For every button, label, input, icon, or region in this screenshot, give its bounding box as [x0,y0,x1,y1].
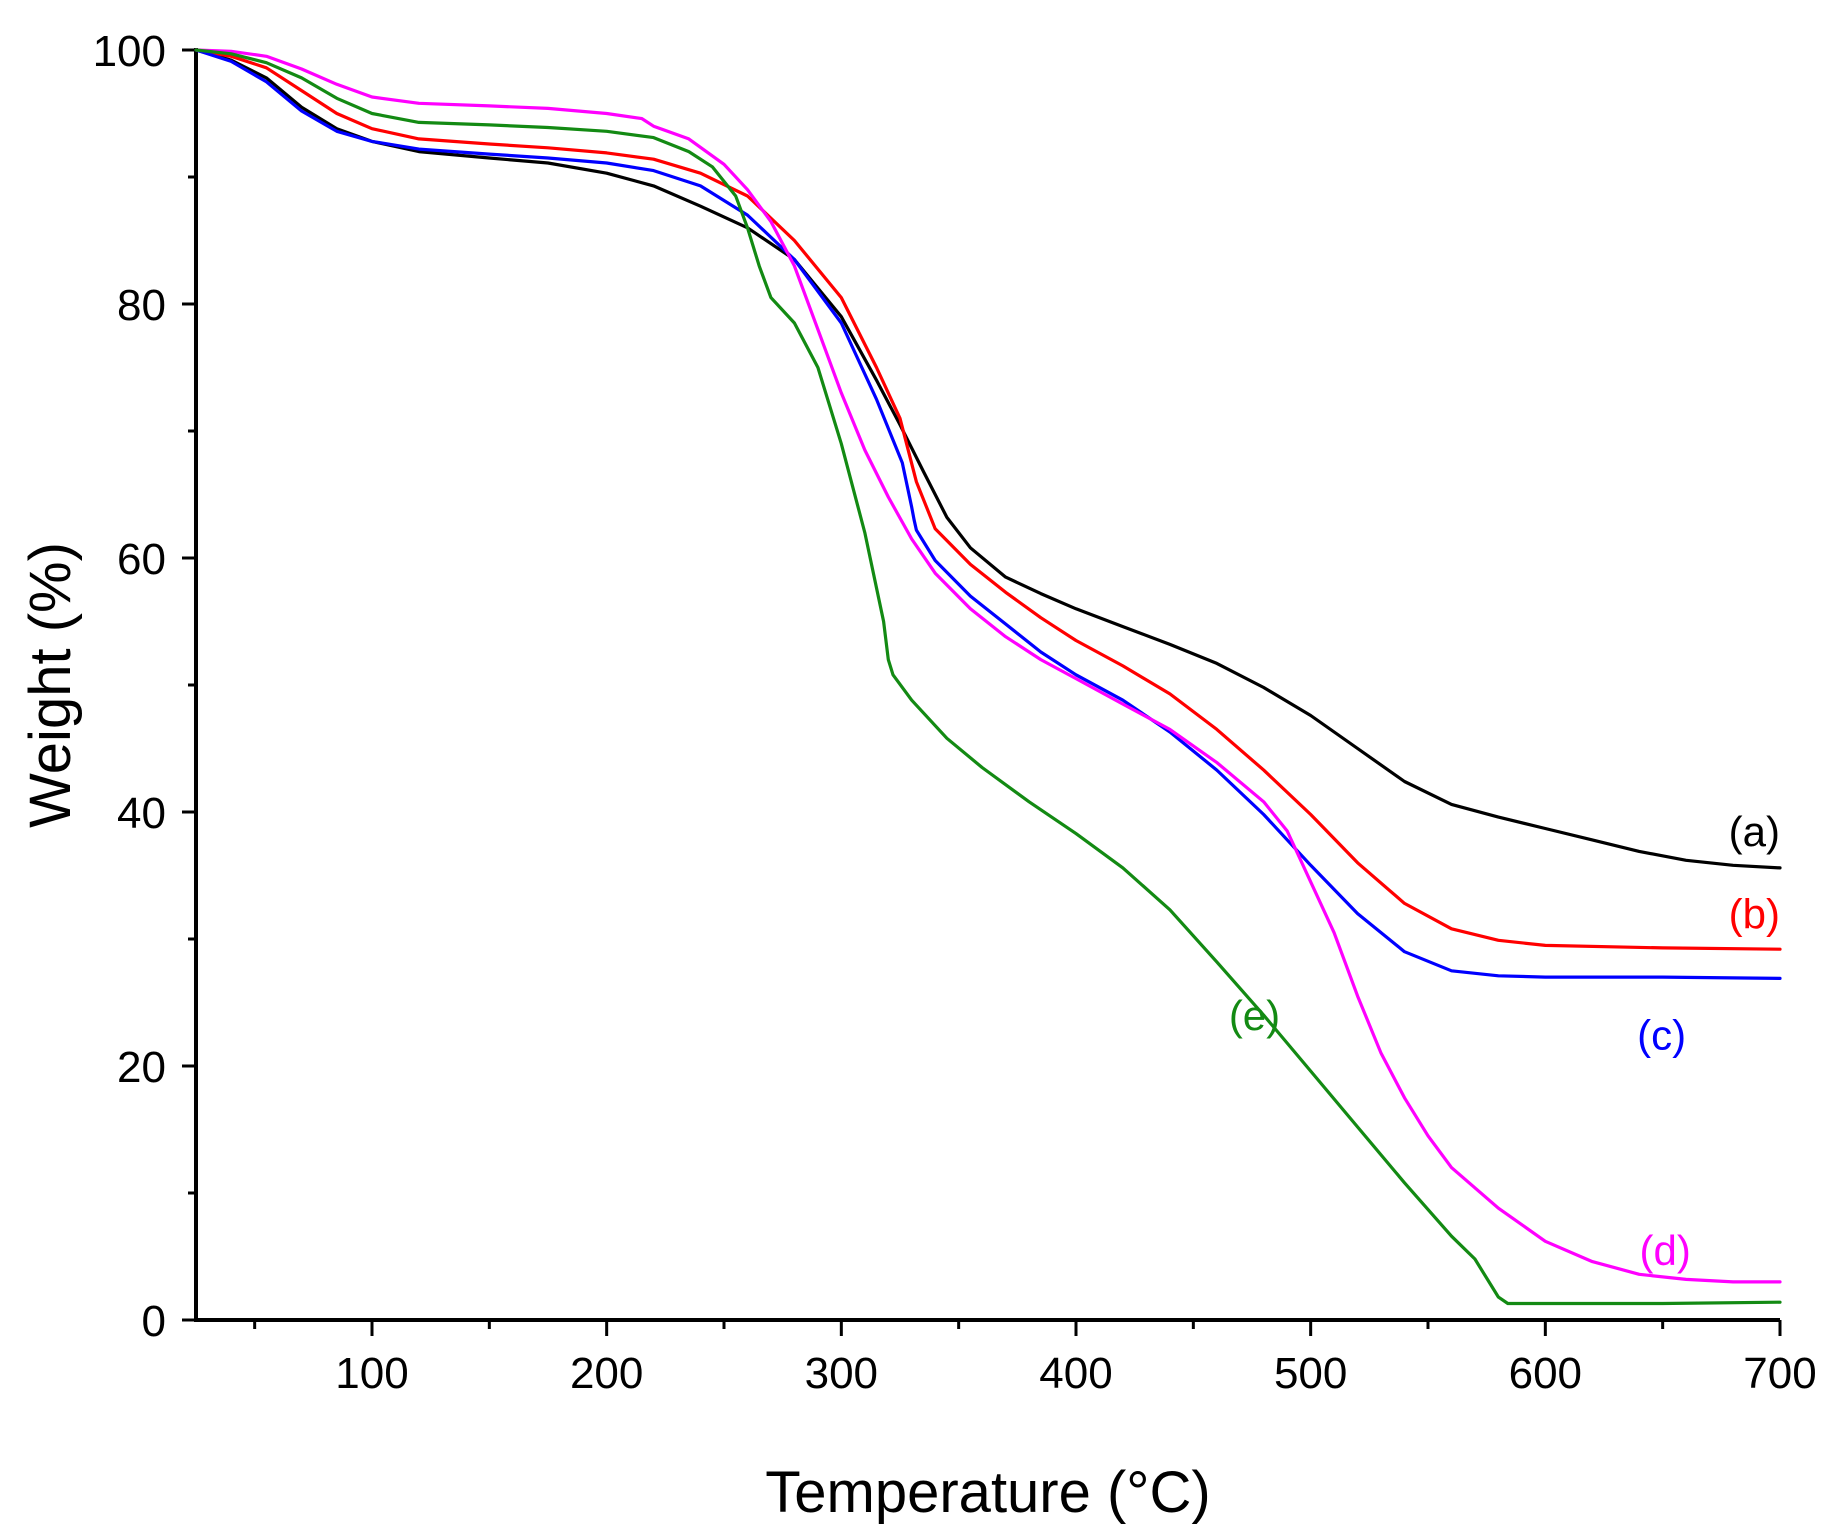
y-tick-label-60: 60 [117,535,166,584]
series-line-c [194,48,1782,980]
series-line-a [194,48,1782,870]
x-tick-label-400: 400 [1039,1349,1112,1398]
y-tick-label-20: 20 [117,1043,166,1092]
series-line-d [194,48,1782,1284]
series-line-b [194,48,1782,951]
x-tick-label-300: 300 [805,1349,878,1398]
series-label-e: (e) [1229,992,1280,1039]
series-lines [194,48,1782,1306]
x-tick-label-700: 700 [1743,1349,1816,1398]
series-label-a: (a) [1729,808,1780,855]
y-tick-label-0: 0 [142,1297,166,1346]
y-tick-label-40: 40 [117,789,166,838]
series-label-d: (d) [1639,1227,1690,1274]
series-labels: (a) (b) (c) (d) (e) [1229,808,1780,1274]
y-axis-title: Weight (%) [18,542,83,828]
x-tick-label-600: 600 [1509,1349,1582,1398]
x-tick-label-200: 200 [570,1349,643,1398]
series-line-e [194,48,1782,1306]
series-label-b: (b) [1729,891,1780,938]
axes: 100 200 300 400 500 600 700 0 20 40 60 80 100 Tempe… [18,27,1817,1525]
y-axis-ticks: 0 20 40 60 80 100 [93,27,196,1346]
x-axis-ticks: 100 200 300 400 500 600 700 [253,1320,1817,1398]
y-tick-label-80: 80 [117,281,166,330]
x-tick-label-500: 500 [1274,1349,1347,1398]
series-label-c: (c) [1637,1011,1686,1058]
x-axis-title: Temperature (°C) [765,1460,1210,1525]
y-tick-label-100: 100 [93,27,166,76]
x-tick-label-100: 100 [335,1349,408,1398]
